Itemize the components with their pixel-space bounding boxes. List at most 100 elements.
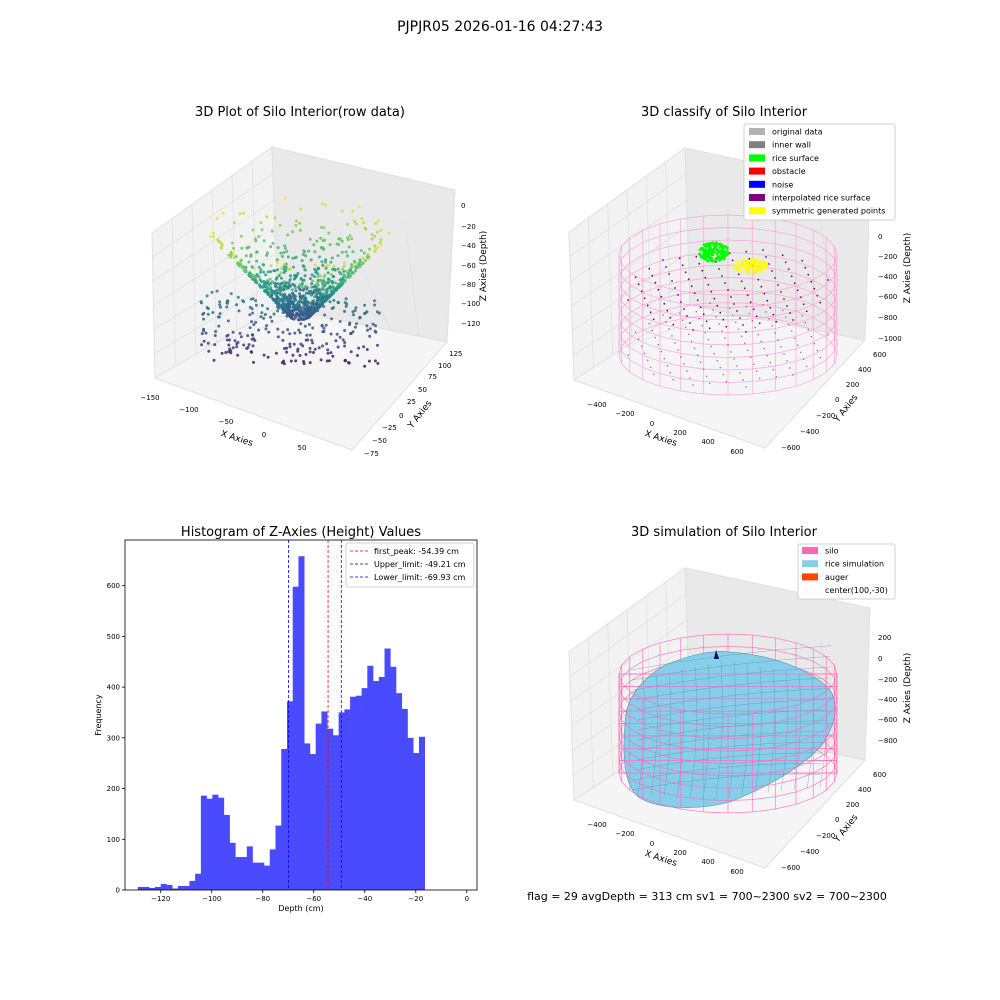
data-point	[810, 336, 812, 338]
legend-label: noise	[772, 180, 793, 189]
y-tick-label: 400	[858, 366, 871, 374]
data-point	[262, 239, 266, 243]
data-point	[340, 281, 344, 285]
legend-label: auger	[825, 573, 849, 582]
data-point	[743, 287, 746, 290]
data-point	[737, 268, 741, 272]
data-point	[762, 249, 764, 251]
mesh-line	[633, 666, 830, 691]
data-point	[206, 312, 210, 316]
x-tick-label: 0	[650, 420, 654, 428]
data-point	[363, 226, 367, 230]
data-point	[265, 285, 269, 289]
data-point	[710, 346, 712, 348]
data-point	[677, 294, 679, 296]
data-point	[226, 319, 230, 323]
data-point	[292, 277, 296, 281]
data-point	[311, 326, 315, 330]
data-point	[378, 241, 382, 244]
data-point	[298, 221, 302, 225]
data-point	[296, 347, 300, 351]
y-tick-label: −400	[800, 428, 819, 436]
data-point	[313, 250, 317, 254]
grid-line	[404, 221, 420, 337]
z-tick-label: −1000	[878, 335, 902, 343]
data-point	[278, 287, 282, 291]
data-point	[248, 313, 252, 317]
legend-label: silo	[825, 547, 839, 556]
data-point	[373, 329, 377, 333]
data-point	[294, 223, 298, 227]
data-point	[706, 253, 710, 256]
data-point	[295, 219, 298, 223]
data-point	[794, 337, 796, 339]
z-tick-labels: 200 0 −200 −400 −600 −800	[878, 634, 897, 745]
data-point	[277, 306, 280, 310]
data-point	[721, 246, 724, 249]
legend-swatch	[749, 141, 765, 149]
data-point	[315, 304, 319, 308]
data-point	[338, 320, 342, 323]
data-point	[777, 284, 779, 286]
data-point	[783, 298, 785, 300]
data-point	[288, 332, 292, 336]
histogram-bar	[378, 676, 385, 890]
data-point	[760, 285, 763, 288]
data-point	[226, 333, 230, 337]
data-point	[328, 243, 332, 247]
mesh-line	[637, 676, 645, 795]
data-point	[296, 349, 300, 353]
data-point	[317, 305, 321, 309]
panel-title: 3D simulation of Silo Interior	[631, 525, 818, 540]
panel-raw-3d: 3D Plot of Silo Interior(row data) −150 …	[140, 105, 489, 458]
data-point	[356, 354, 359, 357]
data-point	[202, 317, 206, 321]
histogram-bar	[252, 862, 259, 890]
data-point	[353, 309, 357, 312]
data-point	[328, 300, 332, 304]
data-point	[333, 289, 337, 293]
data-point	[361, 256, 365, 260]
data-point	[827, 334, 829, 336]
y-tick-label: 0	[835, 816, 839, 824]
data-point	[686, 315, 688, 317]
data-point	[708, 242, 711, 245]
data-point	[379, 238, 383, 242]
silo-ring	[618, 772, 838, 814]
x-tick-label: 400	[701, 438, 714, 446]
data-point	[788, 323, 790, 325]
data-point	[309, 293, 313, 297]
data-point	[302, 314, 306, 318]
data-point	[684, 271, 687, 274]
data-point	[229, 292, 233, 296]
data-point	[749, 301, 752, 304]
histogram-bar	[258, 862, 265, 890]
data-point	[326, 287, 330, 291]
y-tick-label: 200	[846, 381, 859, 389]
data-point	[322, 226, 326, 230]
panel-classify-3d: 3D classify of Silo Interior −400 −200 0…	[568, 105, 913, 456]
mesh-line	[630, 645, 832, 671]
data-point	[323, 313, 327, 317]
data-point	[674, 287, 676, 289]
data-point	[760, 261, 763, 264]
grid-line	[204, 312, 307, 347]
histogram-bar	[149, 887, 156, 890]
data-point	[236, 353, 240, 357]
data-point	[302, 278, 306, 282]
data-point	[349, 350, 353, 354]
data-point	[276, 282, 280, 286]
data-point	[220, 243, 224, 247]
data-point	[288, 342, 292, 346]
mesh-line	[754, 666, 762, 795]
data-point	[373, 359, 377, 363]
data-point	[764, 261, 767, 264]
z-tick-label: −60	[461, 262, 476, 270]
y-tick-label: −75	[364, 450, 379, 458]
x-tick-label: 200	[673, 849, 686, 857]
data-point	[279, 282, 283, 286]
histogram-bar	[315, 723, 322, 890]
data-point	[782, 309, 784, 311]
data-point	[326, 348, 330, 352]
